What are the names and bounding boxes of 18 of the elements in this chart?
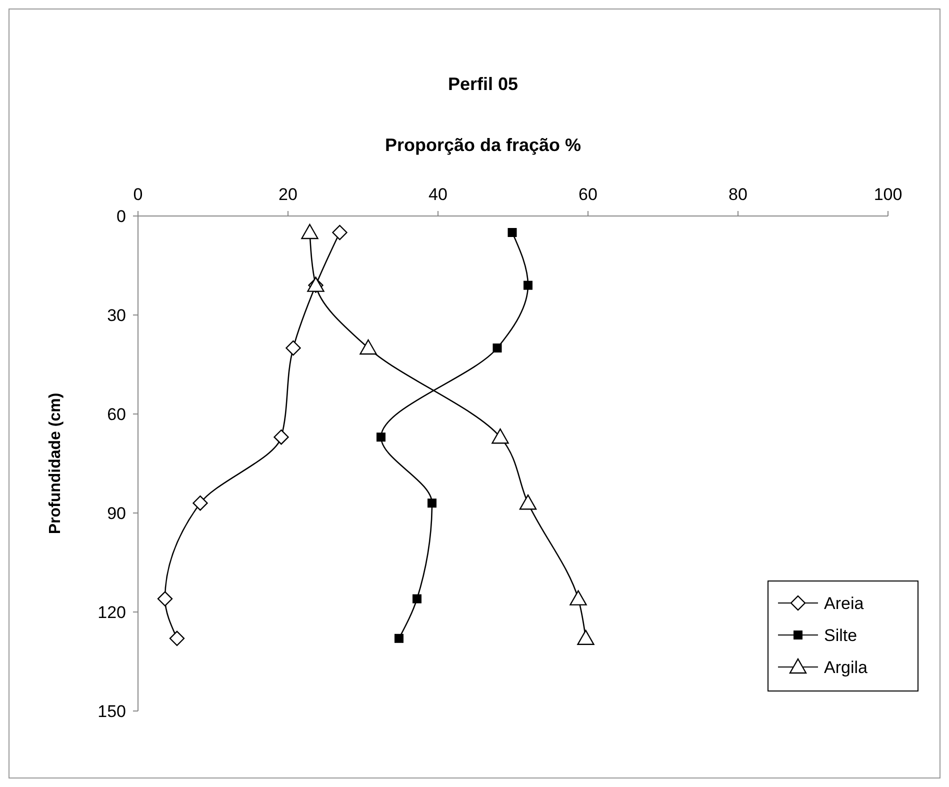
x-tick-label: 100 — [874, 185, 902, 204]
y-tick-label: 150 — [98, 702, 126, 721]
y-tick-label: 30 — [107, 306, 126, 325]
x-axis-title: Proporção da fração % — [384, 135, 582, 155]
chart-title: Perfil 05 — [448, 74, 518, 94]
y-tick-label: 90 — [107, 504, 126, 523]
legend-label: Argila — [824, 658, 868, 677]
x-tick-label: 60 — [578, 185, 598, 204]
y-tick-label: 0 — [116, 206, 126, 226]
legend-label: Silte — [824, 626, 858, 645]
x-tick-label: 80 — [728, 185, 748, 204]
y-tick-label: 120 — [98, 602, 126, 622]
x-tick-label: 40 — [428, 185, 448, 204]
y-tick-label: 60 — [107, 404, 126, 424]
y-axis-title: Profundidade (cm) — [47, 392, 64, 534]
x-tick-label: 20 — [278, 185, 298, 204]
x-tick-label: 0 — [133, 185, 143, 204]
legend-label: Areia — [824, 594, 864, 613]
